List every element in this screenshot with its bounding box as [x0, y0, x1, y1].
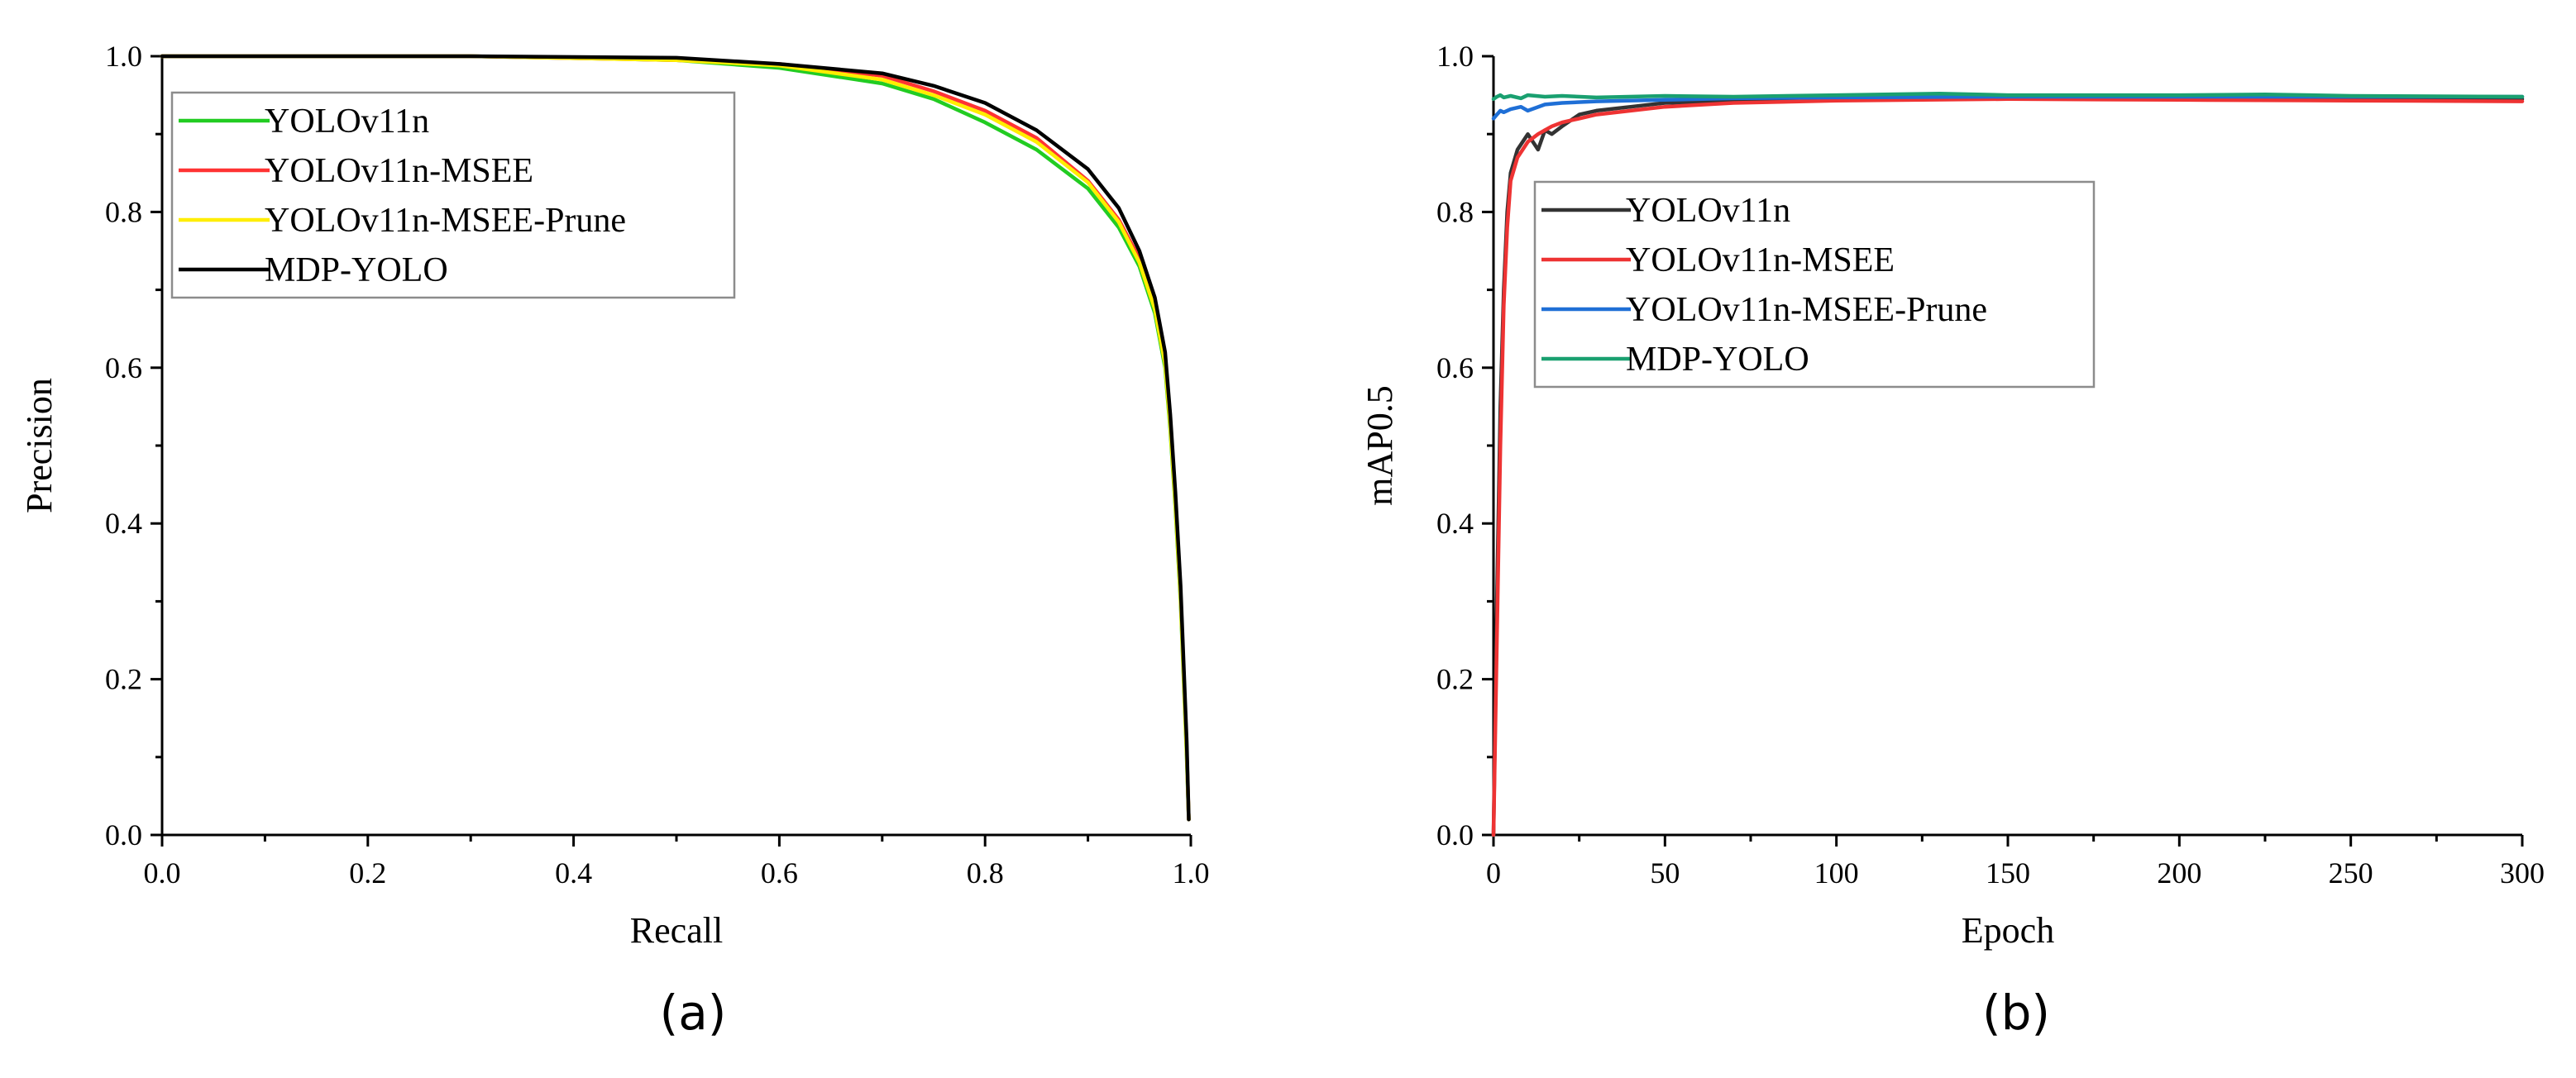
y-tick-label: 0.6	[105, 351, 142, 384]
legend-box	[170, 91, 736, 299]
legend-label: YOLOv11n-MSEE	[1626, 241, 1895, 279]
legend: YOLOv11n YOLOv11n-MSEE YOLOv11n-MSEE-Prune…	[170, 91, 736, 299]
x-axis-title: Recall	[630, 910, 723, 951]
x-tick-label: 1.0	[1173, 856, 1210, 890]
legend-label: YOLOv11n-MSEE-Prune	[265, 202, 626, 240]
legend-label: MDP-YOLO	[1626, 341, 1809, 379]
y-tick-label: 0.4	[105, 507, 142, 540]
series-line-2	[1491, 97, 2525, 837]
x-tick-label: 50	[1650, 856, 1680, 890]
y-tick-label: 0.0	[105, 818, 142, 851]
series-line-4	[1491, 91, 2525, 102]
legend-label: YOLOv11n-MSEE	[265, 152, 533, 190]
y-tick-label: 0.4	[1436, 507, 1474, 540]
legend: YOLOv11n YOLOv11n-MSEE YOLOv11n-MSEE-Prune…	[1533, 180, 2096, 389]
x-tick-label: 0	[1486, 856, 1501, 890]
x-tick-label: 0.4	[555, 856, 592, 890]
y-tick-label: 1.0	[105, 40, 142, 73]
x-tick-label: 0.2	[349, 856, 386, 890]
legend-label: YOLOv11n	[265, 103, 429, 141]
x-tick-label: 250	[2329, 856, 2373, 890]
legend-label: YOLOv11n	[1626, 192, 1790, 230]
legend-box	[1533, 180, 2096, 389]
x-tick-label: 150	[1986, 856, 2030, 890]
y-axis-title: Precision	[19, 378, 60, 513]
x-axis-title: Epoch	[1962, 910, 2054, 951]
legend-label: YOLOv11n-MSEE-Prune	[1626, 291, 1987, 329]
panel-label: (b)	[1982, 985, 2050, 1041]
x-tick-label: 0.6	[761, 856, 798, 890]
y-tick-label: 0.2	[1436, 663, 1474, 696]
x-tick-label: 0.0	[144, 856, 181, 890]
legend-label: MDP-YOLO	[265, 251, 448, 289]
y-axis-title: mAP0.5	[1360, 385, 1400, 505]
x-tick-label: 200	[2157, 856, 2201, 890]
panel-label: (a)	[660, 985, 727, 1041]
series-line-4	[160, 54, 1191, 822]
y-tick-label: 0.2	[105, 663, 142, 696]
y-tick-label: 1.0	[1436, 40, 1474, 73]
y-tick-label: 0.6	[1436, 351, 1474, 384]
x-tick-label: 0.8	[967, 856, 1004, 890]
chart-panel-2: 0 50 100 150 200 250 300 0.0 0.2 0.4 0.6 0.8 1.0 Epoc…	[1360, 40, 2545, 1041]
chart-panel-1: 0.0 0.2 0.4 0.6 0.8 1.0 0.0 0.2 0.4 0.6 0.8 1.0 Reca…	[19, 40, 1210, 1041]
y-tick-label: 0.0	[1436, 818, 1474, 851]
y-tick-label: 0.8	[105, 195, 142, 228]
y-tick-label: 0.8	[1436, 195, 1474, 228]
x-tick-label: 300	[2500, 856, 2545, 890]
x-tick-label: 100	[1814, 856, 1859, 890]
